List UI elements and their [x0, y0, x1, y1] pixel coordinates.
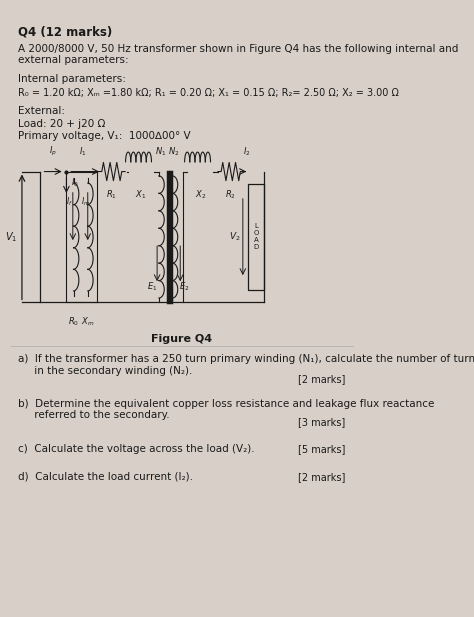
Text: A 2000/8000 V, 50 Hz transformer shown in Figure Q4 has the following internal a: A 2000/8000 V, 50 Hz transformer shown i…: [18, 44, 459, 65]
Text: $N_2$: $N_2$: [168, 146, 180, 158]
Text: External:: External:: [18, 106, 65, 117]
Text: a)  If the transformer has a 250 turn primary winding (N₁), calculate the number: a) If the transformer has a 250 turn pri…: [18, 354, 474, 376]
Text: [5 marks]: [5 marks]: [298, 444, 346, 453]
Text: $X_2$: $X_2$: [194, 189, 206, 201]
Text: $X_1$: $X_1$: [136, 189, 147, 201]
Text: $E_2$: $E_2$: [179, 281, 189, 293]
Text: Internal parameters:: Internal parameters:: [18, 74, 126, 84]
Text: [3 marks]: [3 marks]: [299, 417, 346, 427]
Text: Q4 (12 marks): Q4 (12 marks): [18, 25, 113, 38]
Text: $I_2$: $I_2$: [243, 146, 250, 158]
Text: $V_1$: $V_1$: [5, 230, 18, 244]
Text: $R_2$: $R_2$: [225, 189, 236, 201]
Text: $X_m$: $X_m$: [81, 316, 94, 328]
Text: [2 marks]: [2 marks]: [298, 471, 346, 482]
Text: b)  Determine the equivalent copper loss resistance and leakage flux reactance
 : b) Determine the equivalent copper loss …: [18, 399, 435, 420]
Text: $N_1$: $N_1$: [155, 146, 166, 158]
Text: $E_1$: $E_1$: [147, 281, 158, 293]
Text: d)  Calculate the load current (I₂).: d) Calculate the load current (I₂).: [18, 471, 193, 482]
Text: Figure Q4: Figure Q4: [152, 334, 212, 344]
Text: L
O
A
D: L O A D: [254, 223, 259, 251]
Text: Load: 20 + j20 Ω: Load: 20 + j20 Ω: [18, 118, 106, 128]
Text: $I_1$: $I_1$: [79, 146, 86, 158]
Text: $I_m$: $I_m$: [82, 196, 91, 209]
Text: $I_p$: $I_p$: [49, 145, 57, 158]
Text: [2 marks]: [2 marks]: [298, 374, 346, 384]
Text: Primary voltage, V₁:  1000∆00° V: Primary voltage, V₁: 1000∆00° V: [18, 131, 191, 141]
Text: $R_0$: $R_0$: [68, 316, 79, 328]
Text: c)  Calculate the voltage across the load (V₂).: c) Calculate the voltage across the load…: [18, 444, 255, 453]
Text: R₀ = 1.20 kΩ; Xₘ =1.80 kΩ; R₁ = 0.20 Ω; X₁ = 0.15 Ω; R₂= 2.50 Ω; X₂ = 3.00 Ω: R₀ = 1.20 kΩ; Xₘ =1.80 kΩ; R₁ = 0.20 Ω; …: [18, 88, 399, 97]
Text: $I_0$: $I_0$: [71, 176, 79, 189]
Text: $V_2$: $V_2$: [229, 231, 240, 243]
Text: $R_1$: $R_1$: [106, 189, 117, 201]
Text: $I_f$: $I_f$: [66, 196, 73, 209]
